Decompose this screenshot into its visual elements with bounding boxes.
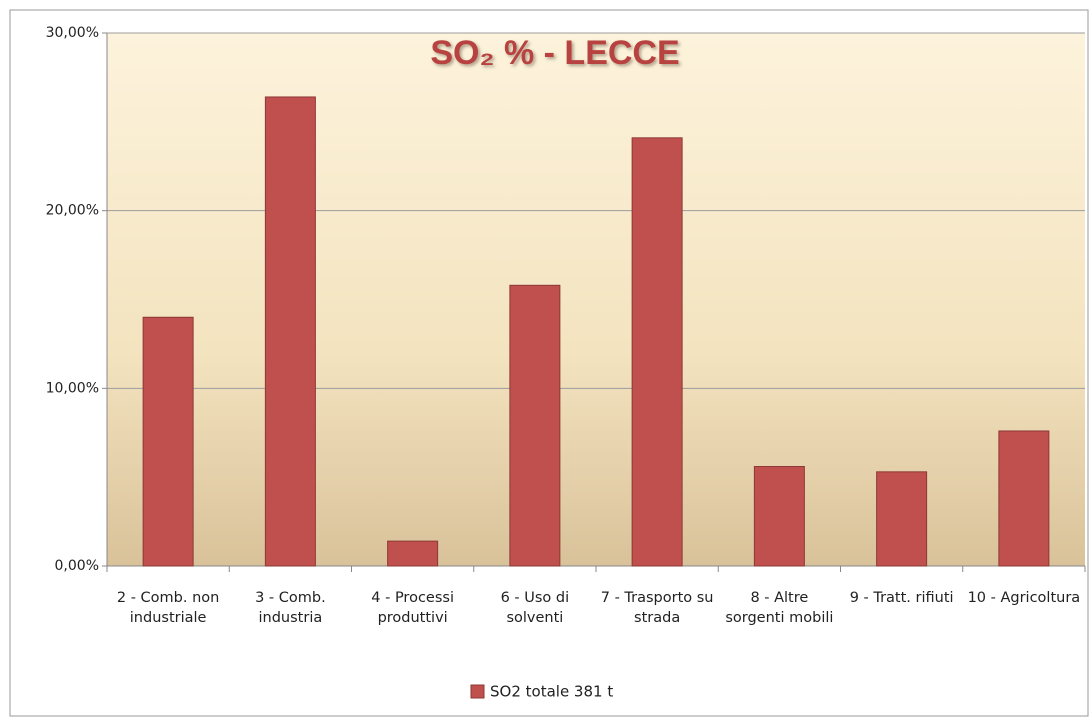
- bar: [509, 284, 561, 567]
- x-tick-label: 6 - Uso di solventi: [500, 590, 570, 626]
- y-tick-label: 30,00%: [46, 25, 99, 41]
- x-tick-label: 4 - Processi produttivi: [371, 590, 454, 626]
- y-tick-label: 20,00%: [46, 203, 99, 219]
- bar: [264, 96, 316, 567]
- bar: [387, 540, 439, 567]
- legend-label: SO2 totale 381 t: [490, 683, 613, 701]
- x-tick-label: 10 - Agricoltura: [967, 590, 1081, 606]
- x-tick-label: 8 - Altre sorgenti mobili: [725, 590, 834, 626]
- x-tick-label: 7 - Trasporto su strada: [600, 590, 714, 626]
- bar: [998, 430, 1050, 567]
- x-tick-label: 2 - Comb. non industriale: [116, 590, 220, 626]
- legend-swatch: [470, 684, 485, 699]
- chart-title: SO₂ % - LECCE: [430, 34, 679, 72]
- bar: [876, 471, 928, 567]
- bar: [631, 137, 683, 567]
- y-tick-label: 10,00%: [46, 380, 99, 396]
- y-tick-label: 0,00%: [55, 558, 99, 574]
- plot-area: [107, 33, 1085, 566]
- x-tick-label: 3 - Comb. industria: [255, 590, 326, 626]
- bar: [142, 316, 194, 567]
- bar: [753, 466, 805, 567]
- x-tick-label: 9 - Tratt. rifiuti: [849, 590, 954, 606]
